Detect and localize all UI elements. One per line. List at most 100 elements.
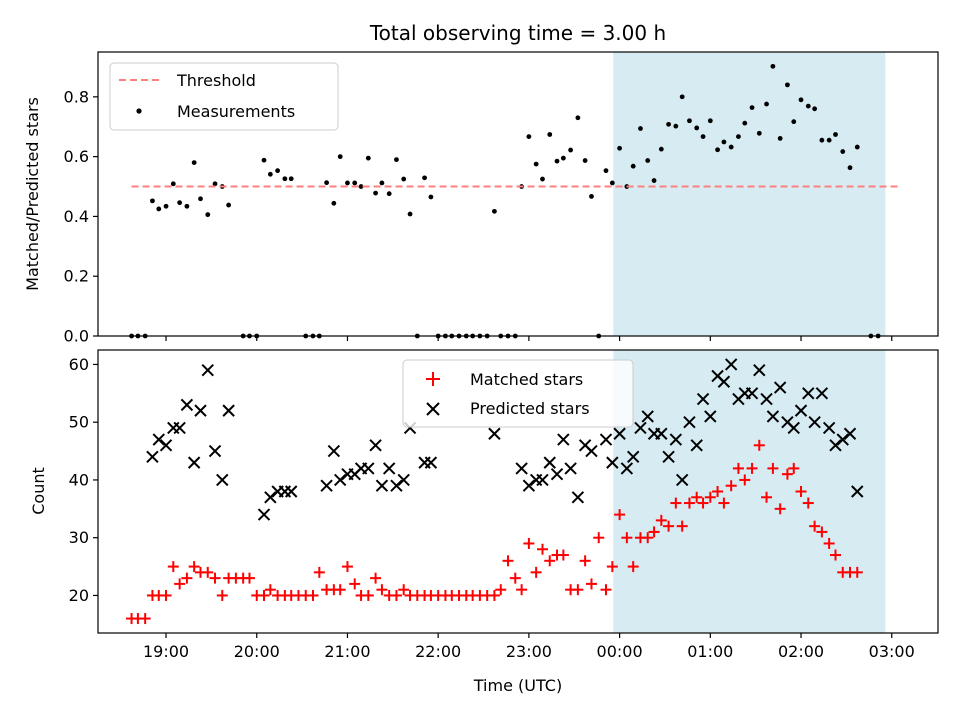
measurement-point bbox=[540, 176, 545, 182]
top-plot-frame bbox=[97, 51, 939, 337]
legend-matched-label: Matched stars bbox=[470, 370, 583, 389]
measurement-point bbox=[764, 101, 769, 107]
measurement-point bbox=[150, 198, 155, 204]
y-tick-label: 30 bbox=[69, 528, 89, 547]
measurement-point bbox=[582, 158, 588, 163]
measurement-point bbox=[422, 175, 427, 181]
legend-threshold-label: Threshold bbox=[176, 71, 256, 90]
predicted-point bbox=[362, 462, 375, 475]
measurement-point bbox=[854, 144, 860, 150]
predicted-point bbox=[634, 421, 647, 435]
top-y-axis: 0.0 0.2 0.4 0.6 0.8 bbox=[64, 87, 98, 346]
matched-point bbox=[829, 549, 841, 561]
predicted-point bbox=[613, 427, 626, 440]
predicted-point bbox=[836, 433, 849, 446]
x-tick-label: 20:00 bbox=[234, 642, 280, 661]
matched-point bbox=[725, 480, 737, 492]
predicted-point bbox=[753, 364, 766, 377]
chart-title: Total observing time = 3.00 h bbox=[369, 21, 666, 45]
matched-point bbox=[376, 584, 388, 596]
matched-point bbox=[774, 503, 786, 515]
predicted-point bbox=[152, 433, 165, 446]
matched-point bbox=[264, 584, 276, 596]
matched-point bbox=[530, 566, 542, 578]
measurement-point bbox=[630, 163, 636, 169]
measurement-point bbox=[205, 212, 211, 218]
legend-measurements-label: Measurements bbox=[177, 102, 295, 121]
measurement-point bbox=[373, 190, 378, 196]
measurement-point bbox=[742, 120, 748, 126]
x-tick-label: 23:00 bbox=[506, 642, 552, 661]
matched-point bbox=[258, 589, 270, 601]
measurement-point bbox=[575, 115, 581, 121]
matched-point bbox=[655, 514, 667, 526]
predicted-point bbox=[571, 491, 585, 504]
matched-point bbox=[167, 561, 179, 573]
measurement-point bbox=[756, 130, 762, 136]
measurement-point bbox=[352, 180, 358, 186]
measurement-point bbox=[379, 180, 385, 186]
x-tick-label: 00:00 bbox=[597, 642, 643, 661]
predicted-point bbox=[201, 364, 214, 377]
predicted-point bbox=[760, 392, 773, 406]
predicted-point bbox=[599, 433, 613, 446]
matched-point bbox=[781, 468, 793, 480]
predicted-point bbox=[564, 462, 577, 475]
measurement-point bbox=[547, 132, 553, 137]
top-x-axis bbox=[165, 336, 893, 341]
top-shaded-span bbox=[613, 52, 886, 336]
y-tick-label: 0.2 bbox=[64, 267, 89, 286]
matched-point bbox=[370, 572, 382, 584]
predicted-point bbox=[557, 433, 570, 446]
matched-point bbox=[704, 491, 716, 503]
matched-point bbox=[614, 509, 626, 521]
top-panel: 0.00.20.40.60.8 Matched/Predicted stars … bbox=[23, 51, 939, 346]
predicted-point bbox=[515, 462, 528, 475]
measurement-point bbox=[492, 208, 497, 214]
matched-point bbox=[390, 589, 402, 601]
predicted-point bbox=[620, 462, 634, 475]
predicted-point bbox=[766, 410, 780, 423]
matched-point bbox=[627, 561, 639, 573]
matched-point bbox=[691, 491, 703, 503]
matched-point bbox=[663, 520, 675, 532]
matched-point bbox=[516, 584, 528, 596]
predicted-point bbox=[369, 439, 382, 452]
matched-point bbox=[732, 462, 744, 474]
predicted-point bbox=[208, 444, 222, 458]
predicted-point bbox=[606, 456, 619, 469]
measurement-point bbox=[721, 139, 727, 145]
predicted-point bbox=[773, 381, 787, 394]
measurement-point bbox=[191, 160, 197, 166]
matched-point bbox=[823, 537, 835, 549]
x-tick-label: 22:00 bbox=[415, 642, 461, 661]
matched-point bbox=[816, 526, 828, 538]
measurement-point bbox=[847, 165, 853, 171]
matched-point bbox=[139, 613, 151, 625]
matched-series bbox=[126, 439, 863, 625]
predicted-point bbox=[543, 456, 556, 469]
matched-point bbox=[802, 497, 814, 509]
matched-point bbox=[202, 566, 214, 578]
measurement-point bbox=[184, 203, 190, 209]
matched-point bbox=[697, 497, 709, 509]
matched-point bbox=[349, 578, 361, 590]
matched-point bbox=[683, 497, 695, 509]
measurement-point bbox=[288, 176, 294, 182]
matched-point bbox=[712, 486, 724, 497]
measurement-point bbox=[568, 147, 574, 153]
matched-point bbox=[670, 497, 682, 509]
y-tick-label: 0.0 bbox=[64, 327, 89, 346]
measurement-point bbox=[770, 63, 776, 69]
measurement-point bbox=[658, 146, 664, 152]
matched-point bbox=[160, 589, 172, 601]
predicted-point bbox=[851, 485, 864, 498]
matched-point bbox=[509, 572, 521, 584]
predicted-point bbox=[815, 387, 829, 400]
measurement-point bbox=[554, 158, 560, 164]
predicted-series bbox=[146, 358, 864, 521]
predicted-point bbox=[187, 456, 201, 469]
measurement-point bbox=[345, 180, 350, 186]
bottom-shaded-span bbox=[613, 350, 886, 633]
